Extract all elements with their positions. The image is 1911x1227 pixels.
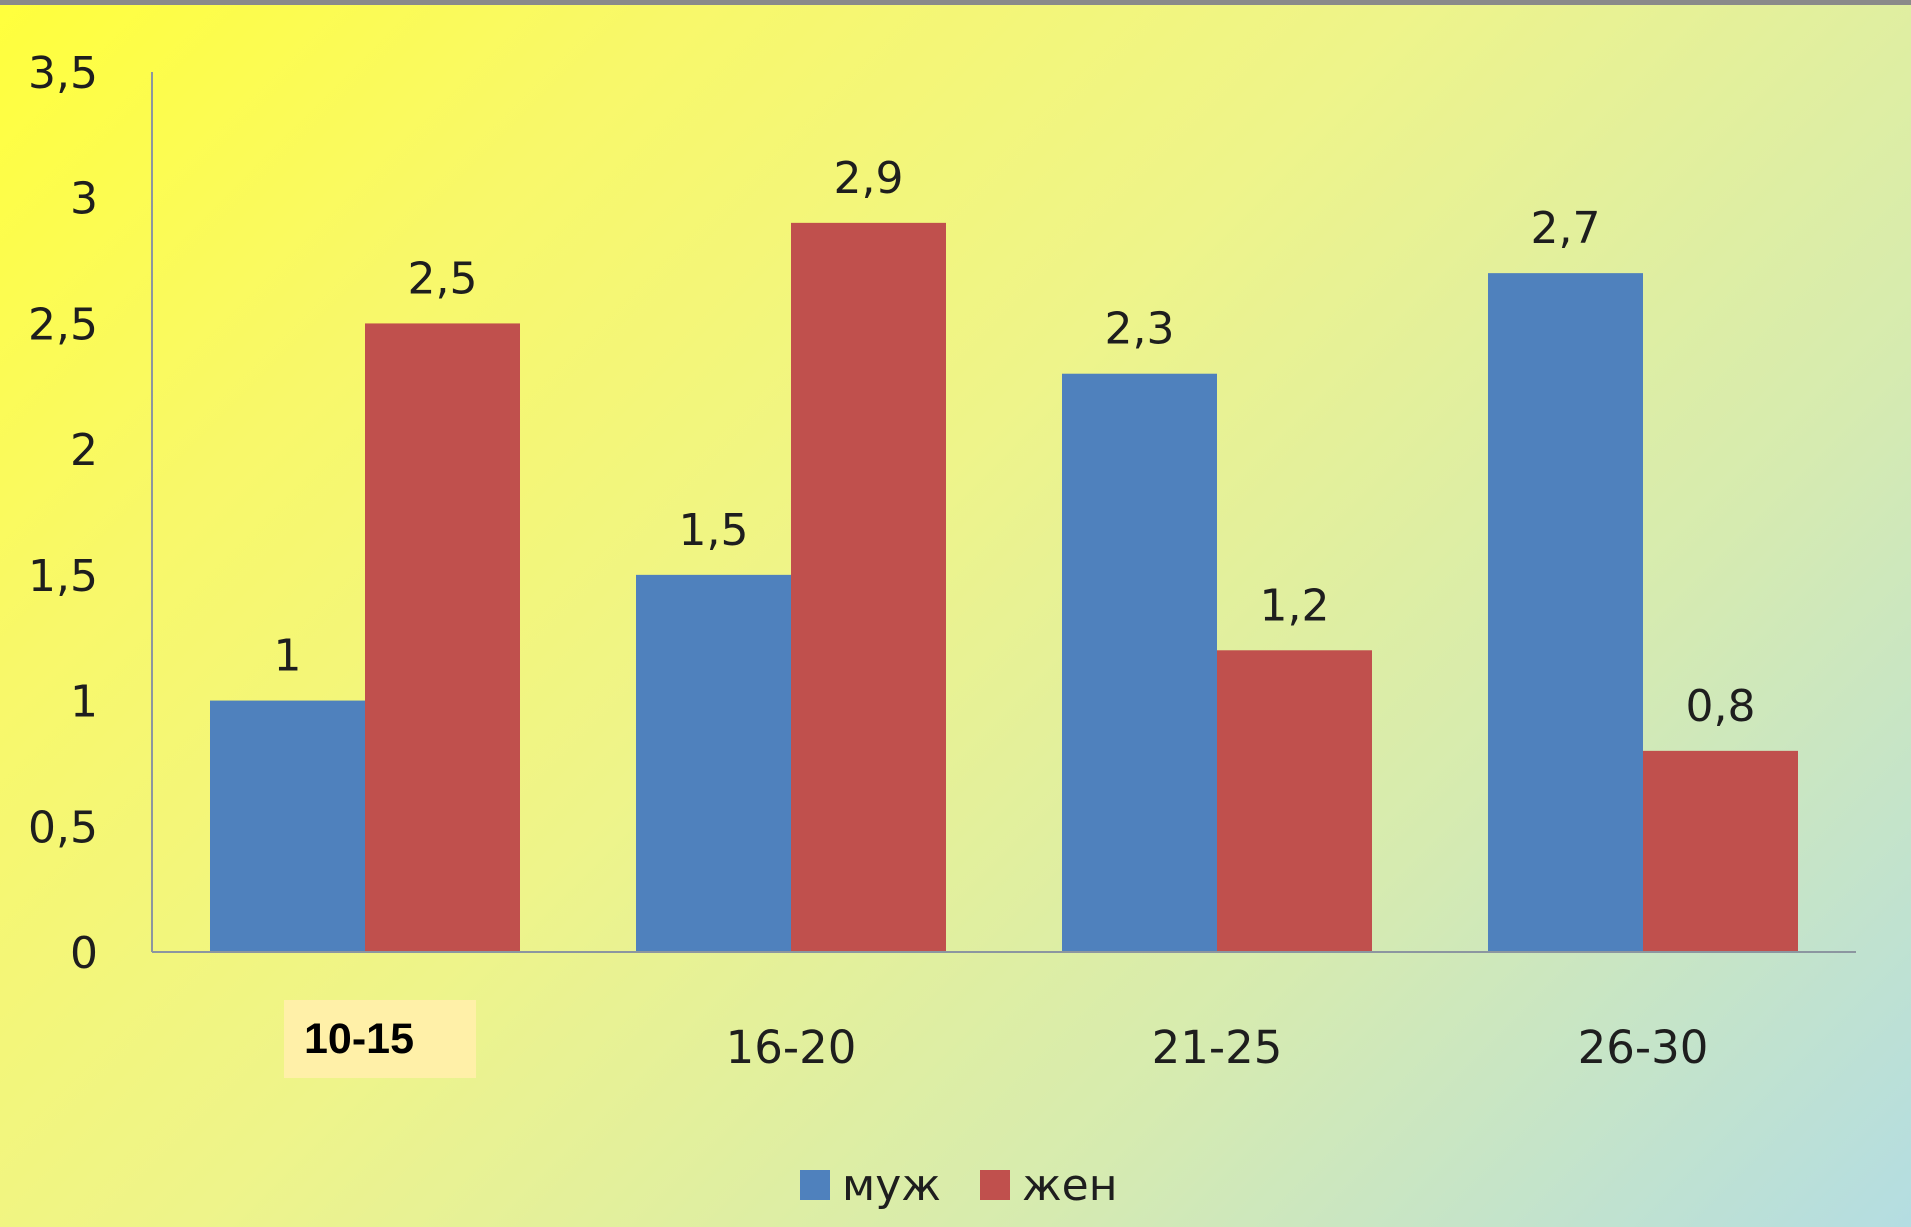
data-label: 0,8 bbox=[1686, 681, 1756, 732]
y-tick-label: 0 bbox=[70, 928, 98, 979]
data-label: 2,9 bbox=[834, 153, 904, 204]
legend-swatch bbox=[980, 1170, 1010, 1200]
x-tick-label: 10-15 bbox=[304, 1015, 414, 1063]
y-tick-label: 3,5 bbox=[28, 48, 98, 99]
y-tick-label: 2,5 bbox=[28, 299, 98, 350]
data-label: 1,5 bbox=[679, 505, 749, 556]
x-tick-label: 26-30 bbox=[1578, 1021, 1709, 1074]
y-axis-ticks: 0 0,5 1 1,5 2 2,5 3 3,5 bbox=[28, 48, 98, 979]
x-axis-labels: 10-15 16-20 21-25 26-30 bbox=[284, 1000, 1708, 1078]
bars bbox=[210, 223, 1798, 952]
legend: муж жен bbox=[800, 1160, 1117, 1211]
bar bbox=[1217, 650, 1372, 952]
legend-swatch bbox=[800, 1170, 830, 1200]
legend-label: жен bbox=[1022, 1160, 1117, 1211]
bar bbox=[636, 575, 791, 952]
data-label: 2,3 bbox=[1105, 304, 1175, 355]
y-tick-label: 2 bbox=[70, 425, 98, 476]
bar bbox=[1488, 273, 1643, 952]
x-tick-label: 21-25 bbox=[1152, 1021, 1283, 1074]
bar bbox=[791, 223, 946, 952]
bar bbox=[210, 701, 365, 952]
x-tick-label: 16-20 bbox=[726, 1021, 857, 1074]
data-label: 2,5 bbox=[408, 253, 478, 304]
bar bbox=[1643, 751, 1798, 952]
bar bbox=[1062, 374, 1217, 952]
top-border bbox=[0, 0, 1911, 5]
y-tick-label: 1 bbox=[70, 677, 98, 728]
data-label: 1,2 bbox=[1260, 580, 1330, 631]
y-tick-label: 0,5 bbox=[28, 802, 98, 853]
y-tick-label: 3 bbox=[70, 174, 98, 225]
legend-label: муж bbox=[842, 1160, 941, 1211]
data-label: 1 bbox=[274, 631, 302, 682]
data-label: 2,7 bbox=[1531, 203, 1601, 254]
bar bbox=[365, 323, 520, 952]
y-tick-label: 1,5 bbox=[28, 551, 98, 602]
